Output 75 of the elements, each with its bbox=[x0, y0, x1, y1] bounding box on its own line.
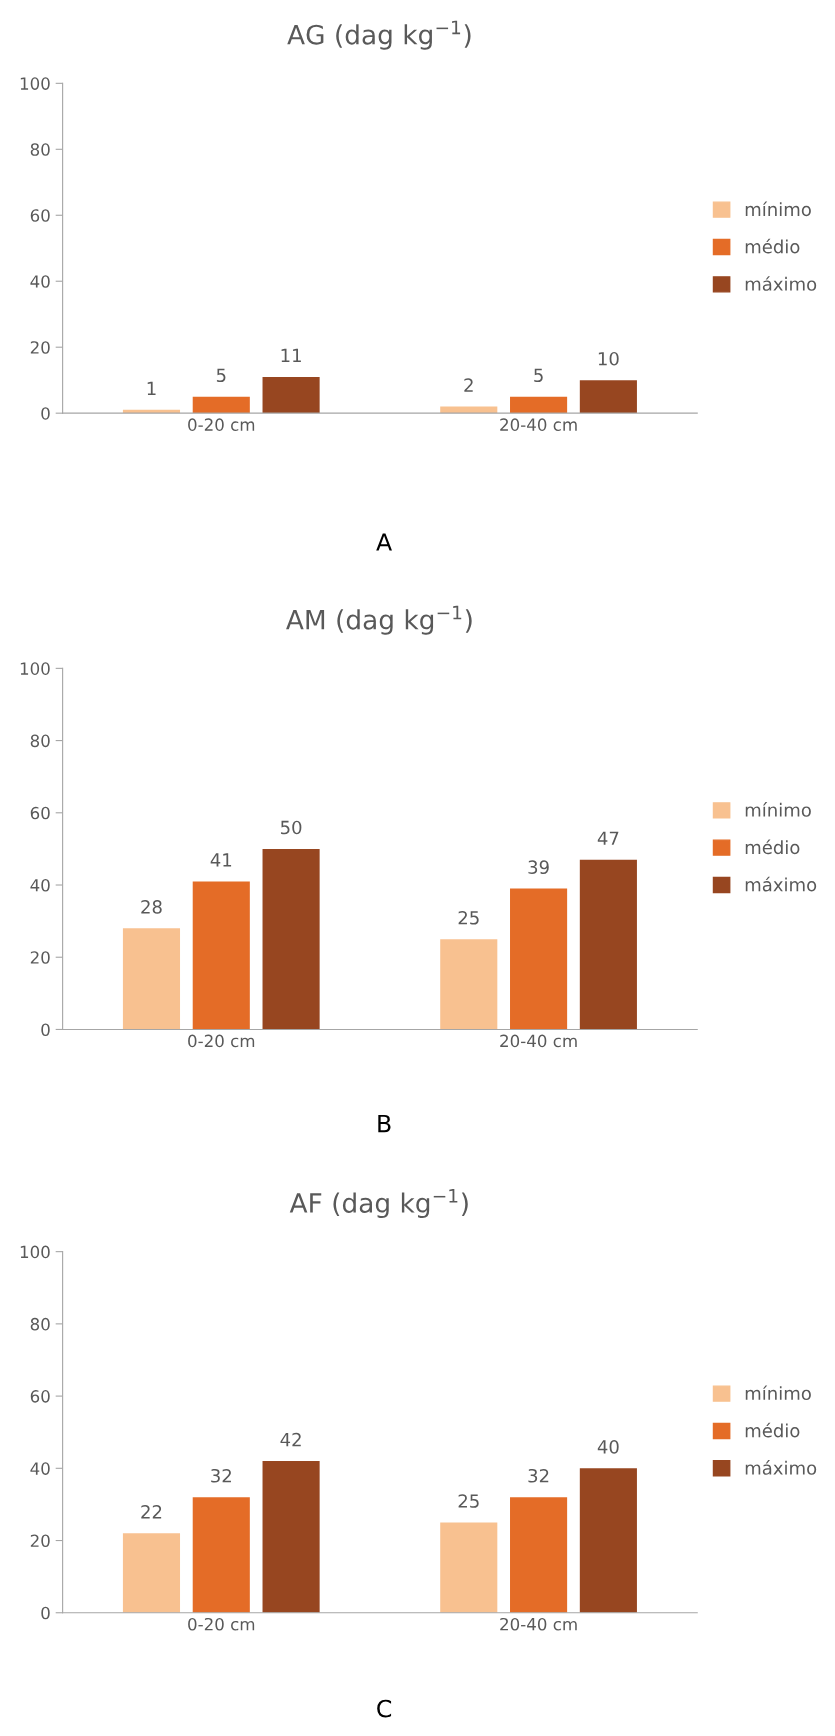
data-label: 22 bbox=[141, 1505, 162, 1519]
x-tick-label: 0-20 cm bbox=[188, 1034, 255, 1048]
y-tick-label: 20 bbox=[30, 341, 50, 354]
y-tick-label: 20 bbox=[30, 1534, 50, 1548]
x-tick-label: 20-40 cm bbox=[500, 1617, 577, 1631]
y-tick-label: 40 bbox=[30, 1462, 50, 1475]
data-label: 42 bbox=[280, 1432, 301, 1447]
y-tick-label: 100 bbox=[20, 1245, 50, 1259]
x-tick-label: 20-40 cm bbox=[500, 1034, 577, 1048]
legend-label: médio bbox=[745, 1422, 800, 1438]
legend-label: máximo bbox=[745, 1460, 817, 1475]
bar bbox=[192, 396, 250, 414]
text: B bbox=[378, 1114, 391, 1133]
data-label: 50 bbox=[280, 820, 302, 835]
y-tick-label: 0 bbox=[41, 1023, 50, 1037]
data-label: 25 bbox=[458, 910, 479, 925]
bar bbox=[192, 881, 250, 1030]
bar bbox=[579, 1468, 637, 1613]
data-label: 39 bbox=[528, 860, 549, 875]
data-label: 41 bbox=[210, 853, 232, 867]
y-tick-label: 40 bbox=[30, 275, 50, 288]
data-label: 2 bbox=[464, 378, 473, 392]
y-tick-label: 100 bbox=[20, 77, 50, 90]
data-label: 40 bbox=[597, 1440, 619, 1454]
legend-label: mínimo bbox=[745, 201, 811, 217]
bar bbox=[122, 1533, 181, 1613]
y-tick-label: 20 bbox=[30, 951, 50, 964]
bar bbox=[262, 376, 320, 414]
bar bbox=[262, 1461, 320, 1613]
bar bbox=[579, 380, 637, 414]
bar bbox=[510, 888, 568, 1030]
bar bbox=[510, 1497, 568, 1613]
legend-label: máximo bbox=[745, 876, 817, 892]
data-label: 28 bbox=[141, 900, 162, 914]
legend-label: médio bbox=[745, 238, 800, 254]
text: A bbox=[376, 533, 392, 551]
y-tick-label: 60 bbox=[30, 806, 50, 820]
x-tick-label: 0-20 cm bbox=[188, 418, 255, 431]
x-tick-label: 0-20 cm bbox=[188, 1617, 255, 1631]
data-label: 11 bbox=[281, 348, 301, 363]
data-label: 32 bbox=[211, 1468, 231, 1483]
text: C bbox=[377, 1699, 392, 1718]
y-tick-label: 100 bbox=[20, 662, 50, 675]
y-tick-label: 80 bbox=[30, 734, 50, 748]
bar bbox=[440, 406, 498, 414]
bar bbox=[510, 396, 568, 414]
data-label: 10 bbox=[598, 351, 619, 366]
y-tick-label: 80 bbox=[30, 1317, 50, 1331]
legend-label: mínimo bbox=[745, 802, 811, 817]
data-label: 25 bbox=[458, 1494, 479, 1508]
bar bbox=[262, 848, 320, 1030]
legend-label: mínimo bbox=[745, 1385, 811, 1401]
y-tick-label: 60 bbox=[30, 1390, 50, 1403]
y-tick-label: 0 bbox=[41, 407, 50, 420]
data-label: 5 bbox=[534, 368, 543, 383]
bar bbox=[440, 1522, 498, 1613]
data-label: 1 bbox=[147, 381, 156, 395]
chart-title: AF (dag kg$^{−1}$) bbox=[289, 1189, 468, 1219]
data-label: 47 bbox=[597, 831, 619, 845]
data-label: 5 bbox=[216, 368, 226, 383]
x-tick-label: 20-40 cm bbox=[500, 418, 577, 431]
y-tick-label: 60 bbox=[30, 209, 50, 222]
bar bbox=[192, 1497, 250, 1613]
y-tick-label: 40 bbox=[30, 878, 50, 892]
y-tick-label: 0 bbox=[41, 1606, 50, 1620]
chart-title: AG (dag kg$^{−1}$) bbox=[287, 20, 471, 50]
y-tick-label: 80 bbox=[30, 143, 50, 156]
legend-label: médio bbox=[745, 839, 800, 855]
bar bbox=[122, 409, 181, 414]
bar bbox=[440, 939, 498, 1030]
bar bbox=[122, 928, 181, 1030]
data-label: 32 bbox=[528, 1468, 549, 1483]
chart-title: AM (dag kg$^{−1}$) bbox=[286, 605, 472, 635]
legend-label: máximo bbox=[745, 276, 817, 291]
bar bbox=[579, 859, 637, 1030]
